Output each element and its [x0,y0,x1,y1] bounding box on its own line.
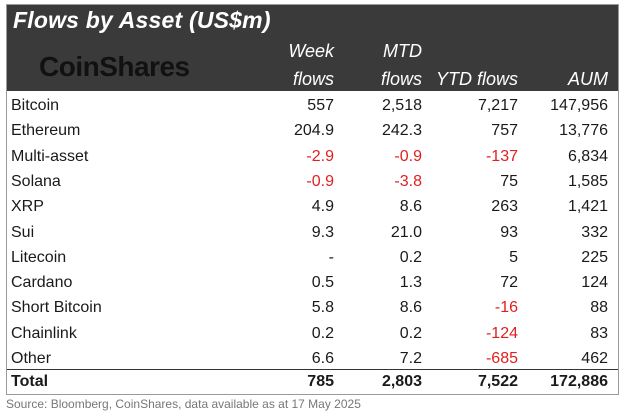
total-aum: 172,886 [550,373,608,390]
header-mtd-line1: MTD [383,41,422,61]
asset-name: Ethereum [11,122,81,140]
aum-value: 124 [581,274,608,292]
total-label: Total [11,373,49,390]
table-row: Bitcoin 557 2,518 7,217 147,956 [7,93,618,118]
week-value: 4.9 [311,198,334,216]
week-value: 0.5 [311,274,334,292]
table-row: XRP 4.9 8.6 263 1,421 [7,194,618,219]
asset-name: Cardano [11,274,73,292]
aum-value: 88 [590,299,608,317]
asset-name: Sui [11,223,35,241]
mtd-value: 7.2 [399,350,422,367]
ytd-value: -685 [485,350,518,367]
mtd-value: 2,518 [381,97,422,114]
mtd-value: 0.2 [399,248,422,266]
mtd-value: 8.6 [399,299,422,317]
aum-value: 462 [581,350,608,367]
table-title: Flows by Asset (US$m) [13,7,271,33]
aum-value: 332 [581,223,608,241]
header-week-line1: Week [288,41,334,61]
total-divider [7,369,618,370]
week-value: 9.3 [311,223,334,241]
table-row: Ethereum 204.9 242.3 757 13,776 [7,118,618,143]
mtd-value: -3.8 [394,172,422,190]
aum-value: 83 [590,324,608,342]
week-value: 0.2 [311,324,334,342]
table-row: Litecoin - 0.2 5 225 [7,245,618,270]
mtd-value: 0.2 [399,324,422,342]
aum-value: 13,776 [559,122,608,140]
table-row: Chainlink 0.2 0.2 -124 83 [7,321,618,346]
asset-name: Litecoin [11,248,67,266]
table-row: Multi-asset -2.9 -0.9 -137 6,834 [7,144,618,169]
aum-value: 6,834 [567,147,608,165]
ytd-value: 5 [509,248,518,266]
week-value: 557 [307,97,334,114]
asset-name: Chainlink [11,324,77,342]
aum-value: 147,956 [550,97,608,114]
asset-name: Other [11,350,52,367]
ytd-value: 7,217 [477,97,518,114]
table-row: Solana -0.9 -3.8 75 1,585 [7,169,618,194]
week-value: - [328,248,334,266]
asset-name: Short Bitcoin [11,299,102,317]
total-row: Total 785 2,803 7,522 172,886 [7,369,618,394]
header-aum: AUM [568,69,608,89]
flows-table-card: Flows by Asset (US$m) CoinShares Week fl… [6,4,619,395]
ytd-value: 75 [500,172,518,190]
ytd-value: 93 [500,223,518,241]
table-row: Other 6.6 7.2 -685 462 [7,346,618,371]
mtd-value: 8.6 [399,198,422,216]
mtd-value: -0.9 [394,147,422,165]
ytd-value: 757 [491,122,518,140]
header-week-line2: flows [292,69,334,89]
source-note: Source: Bloomberg, CoinShares, data avai… [6,397,361,411]
header-mtd-line2: flows [380,69,422,89]
week-value: 6.6 [311,350,334,367]
total-mtd: 2,803 [381,373,422,390]
mtd-value: 21.0 [390,223,422,241]
asset-name: Multi-asset [11,147,89,165]
table-row: Short Bitcoin 5.8 8.6 -16 88 [7,295,618,320]
table-row: Sui 9.3 21.0 93 332 [7,220,618,245]
ytd-value: -124 [485,324,518,342]
week-value: -2.9 [306,147,334,165]
aum-value: 225 [581,248,608,266]
week-value: 204.9 [293,122,334,140]
ytd-value: -137 [485,147,518,165]
ytd-value: -16 [494,299,518,317]
week-value: -0.9 [306,172,334,190]
week-value: 5.8 [311,299,334,317]
aum-value: 1,421 [567,198,608,216]
total-week: 785 [307,373,334,390]
asset-name: Solana [11,172,61,190]
aum-value: 1,585 [567,172,608,190]
mtd-value: 242.3 [381,122,422,140]
total-ytd: 7,522 [477,373,518,390]
table-header: Flows by Asset (US$m) CoinShares Week fl… [7,5,618,91]
asset-name: Bitcoin [11,97,60,114]
table-row: Cardano 0.5 1.3 72 124 [7,270,618,295]
asset-name: XRP [11,198,44,216]
header-ytd: YTD flows [435,69,518,89]
mtd-value: 1.3 [399,274,422,292]
ytd-value: 263 [491,198,518,216]
ytd-value: 72 [500,274,518,292]
coinshares-logo: CoinShares [39,51,190,82]
